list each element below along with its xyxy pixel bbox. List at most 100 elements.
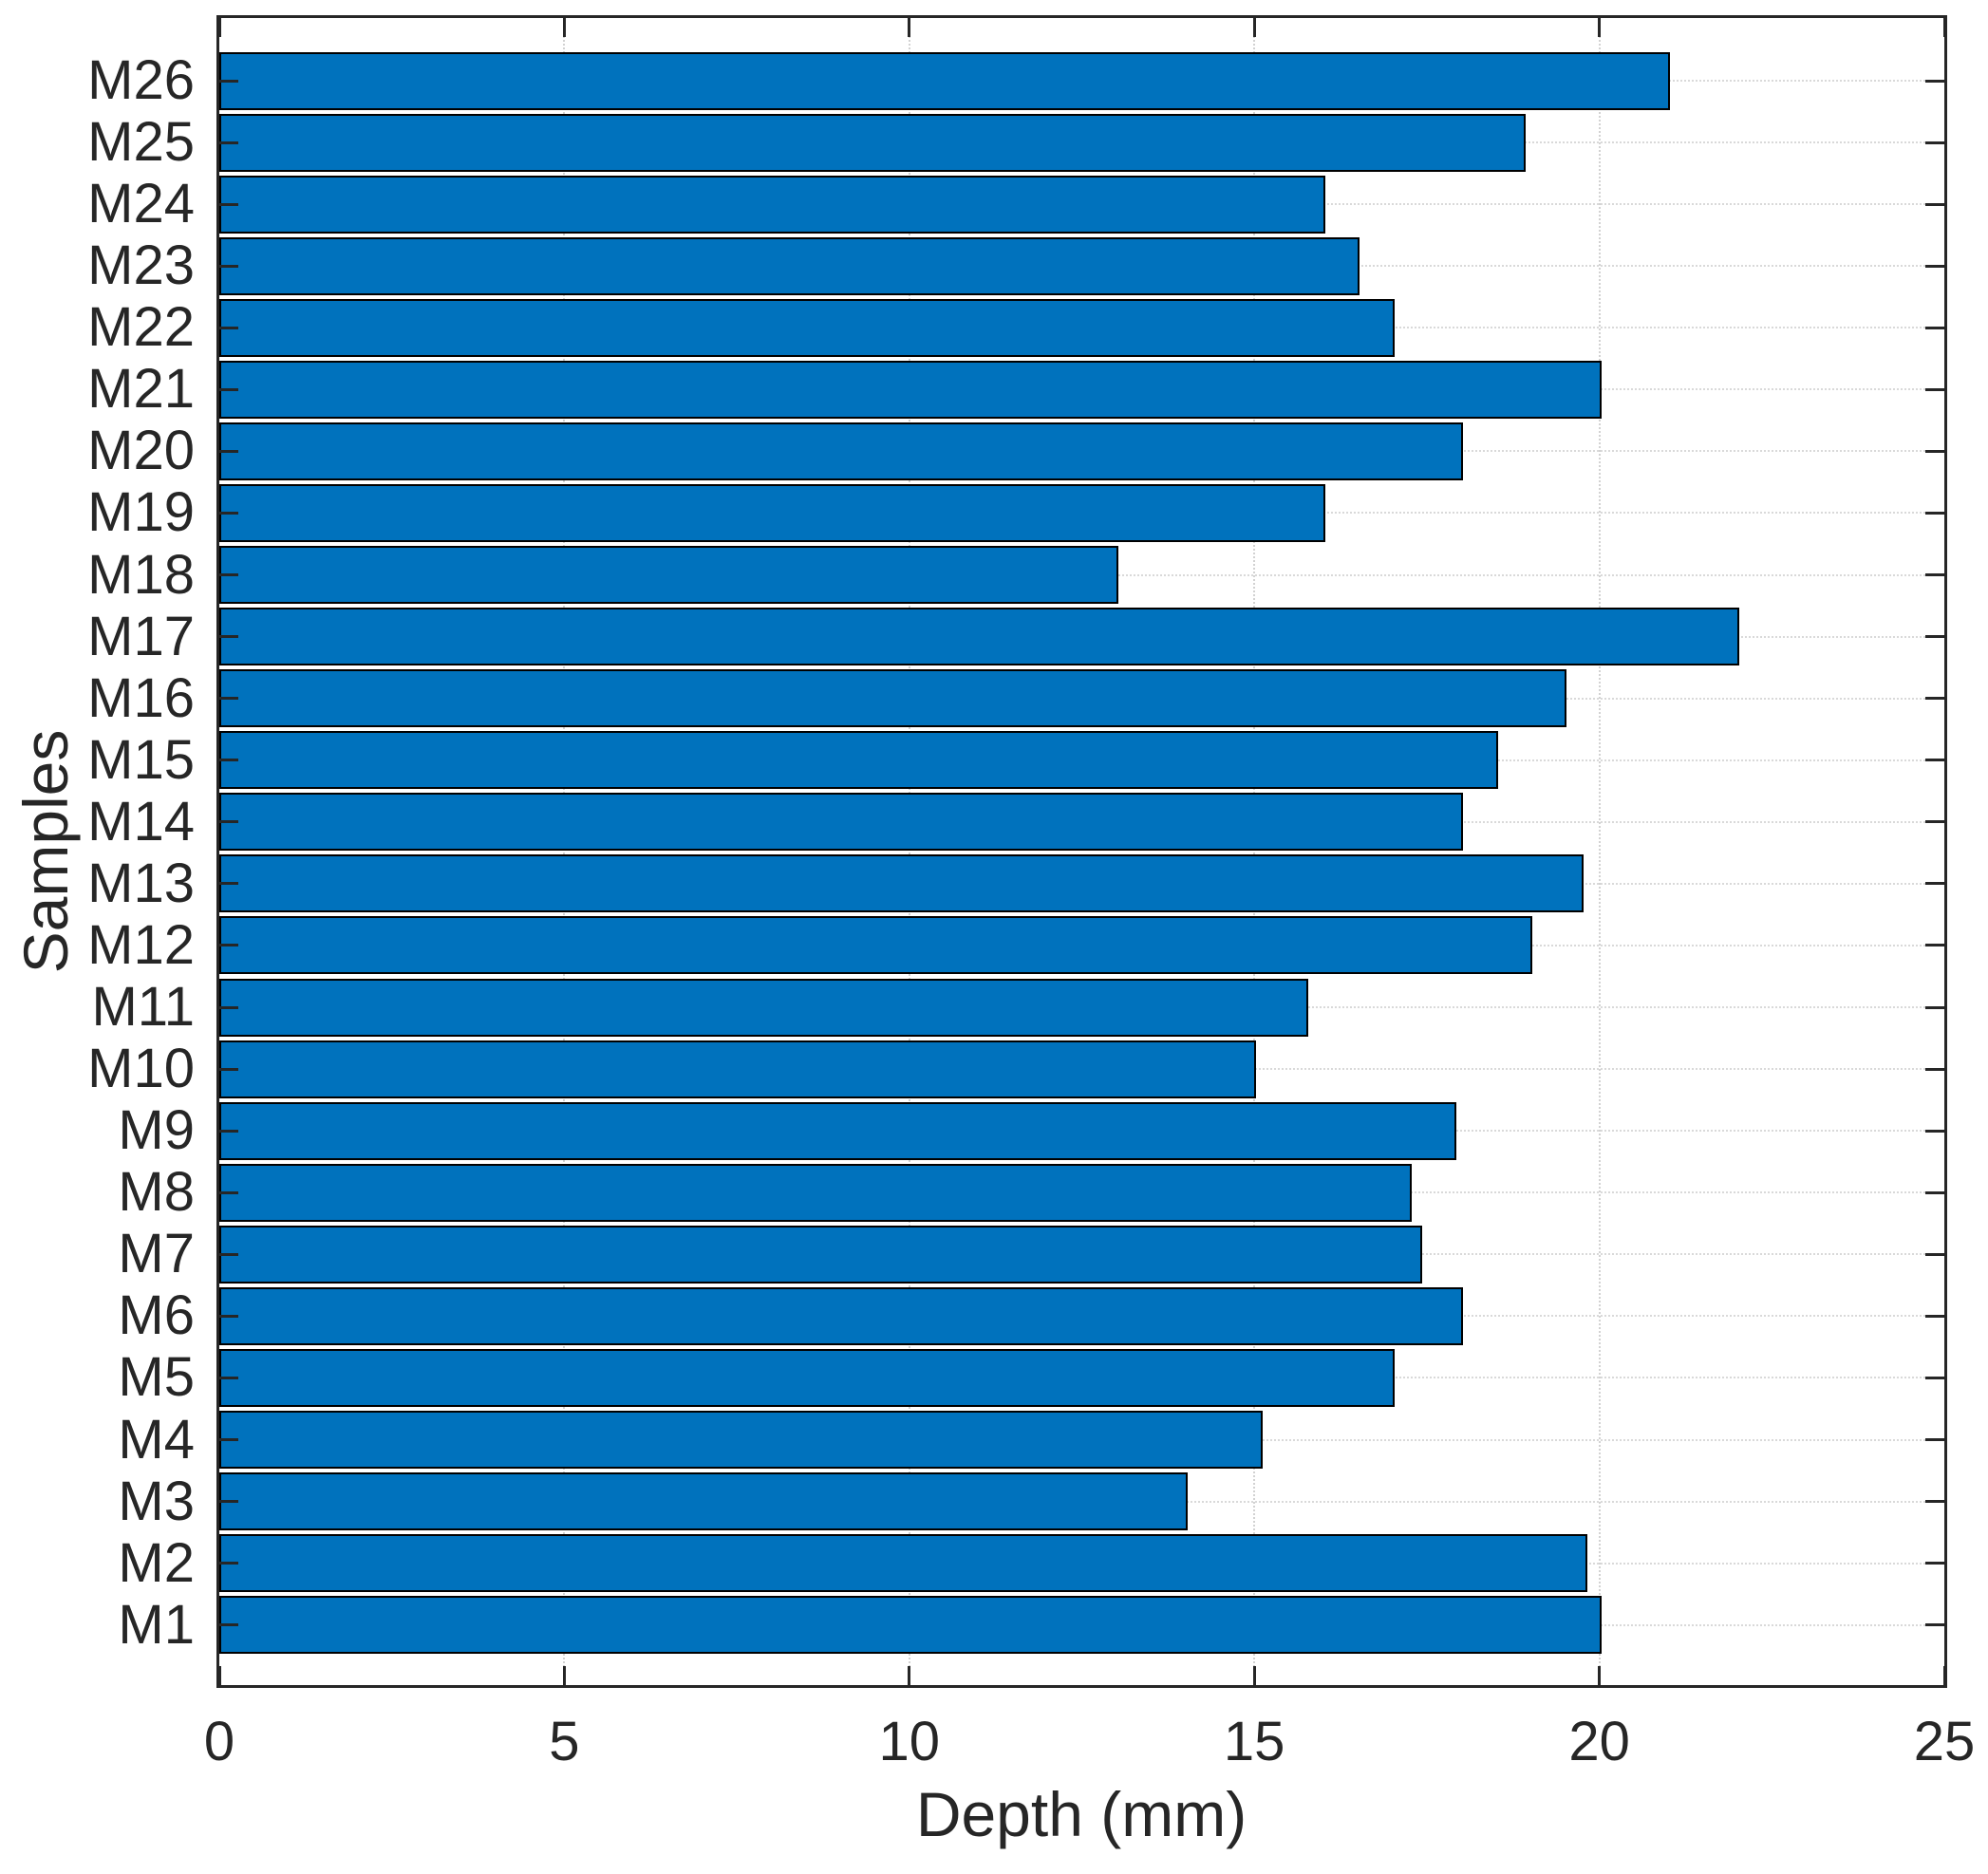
y-tick-label-m25: M25 <box>87 111 195 174</box>
plot-area <box>216 15 1947 1688</box>
bar-m16 <box>219 669 1567 728</box>
bar-m15 <box>219 731 1498 790</box>
x-tick-label-10: 10 <box>878 1711 941 1772</box>
x-tick-bottom-0 <box>217 1666 221 1685</box>
bar-m1 <box>219 1596 1602 1655</box>
y-tick-right-m12 <box>1925 944 1944 947</box>
y-tick-right-m24 <box>1925 202 1944 206</box>
x-tick-label-20: 20 <box>1568 1711 1630 1772</box>
y-tick-right-m11 <box>1925 1005 1944 1009</box>
bar-m3 <box>219 1472 1188 1531</box>
y-tick-right-m15 <box>1925 759 1944 762</box>
y-tick-left-m1 <box>219 1623 238 1627</box>
bar-m21 <box>219 360 1602 419</box>
x-tick-bottom-5 <box>562 1666 566 1685</box>
y-tick-left-m15 <box>219 759 238 762</box>
y-tick-left-m13 <box>219 882 238 886</box>
y-tick-left-m6 <box>219 1314 238 1318</box>
bar-m17 <box>219 608 1739 666</box>
y-tick-label-m4: M4 <box>118 1408 195 1471</box>
x-tick-label-0: 0 <box>203 1711 235 1772</box>
y-tick-label-m19: M19 <box>87 481 195 544</box>
plot-inner <box>217 18 1946 1685</box>
x-tick-bottom-25 <box>1942 1666 1946 1685</box>
y-tick-left-m12 <box>219 944 238 947</box>
y-tick-label-m26: M26 <box>87 49 195 111</box>
y-tick-label-m21: M21 <box>87 358 195 421</box>
bar-m9 <box>219 1101 1456 1160</box>
y-tick-label-m11: M11 <box>91 976 195 1039</box>
x-tick-top-20 <box>1598 18 1602 37</box>
y-tick-label-m8: M8 <box>118 1161 195 1224</box>
bar-m2 <box>219 1534 1588 1593</box>
y-tick-left-m8 <box>219 1190 238 1194</box>
bar-m22 <box>219 298 1395 357</box>
y-tick-left-m17 <box>219 635 238 639</box>
y-tick-left-m22 <box>219 326 238 329</box>
y-tick-right-m1 <box>1925 1623 1944 1627</box>
x-gridline-15 <box>1253 18 1256 1685</box>
bar-m19 <box>219 483 1325 542</box>
y-tick-right-m17 <box>1925 635 1944 639</box>
y-tick-right-m26 <box>1925 79 1944 83</box>
y-tick-right-m18 <box>1925 573 1944 577</box>
y-tick-label-m6: M6 <box>118 1284 195 1347</box>
x-gridline-10 <box>908 18 910 1685</box>
y-tick-label-m17: M17 <box>87 605 195 667</box>
y-tick-right-m25 <box>1925 141 1944 144</box>
x-tick-label-15: 15 <box>1223 1711 1285 1772</box>
y-tick-label-m14: M14 <box>87 790 195 853</box>
y-tick-right-m20 <box>1925 449 1944 453</box>
y-tick-left-m14 <box>219 820 238 824</box>
y-tick-label-m1: M1 <box>118 1593 195 1656</box>
y-tick-right-m8 <box>1925 1190 1944 1194</box>
y-axis-title: Samples <box>10 729 81 974</box>
y-tick-right-m6 <box>1925 1314 1944 1318</box>
x-tick-bottom-15 <box>1252 1666 1256 1685</box>
bar-m11 <box>219 978 1308 1037</box>
x-tick-top-25 <box>1942 18 1946 37</box>
y-tick-label-m5: M5 <box>118 1346 195 1409</box>
x-gridline-20 <box>1598 18 1601 1685</box>
y-tick-right-m9 <box>1925 1129 1944 1133</box>
y-tick-left-m3 <box>219 1500 238 1504</box>
y-tick-left-m2 <box>219 1562 238 1565</box>
bar-m14 <box>219 793 1464 852</box>
y-tick-right-m4 <box>1925 1438 1944 1442</box>
x-tick-label-25: 25 <box>1913 1711 1976 1772</box>
y-tick-label-m24: M24 <box>87 173 195 235</box>
y-tick-left-m21 <box>219 387 238 391</box>
bar-m10 <box>219 1040 1257 1098</box>
x-axis-title: Depth (mm) <box>915 1779 1247 1849</box>
y-tick-left-m19 <box>219 511 238 515</box>
y-tick-label-m16: M16 <box>87 666 195 729</box>
y-tick-right-m3 <box>1925 1500 1944 1504</box>
y-tick-left-m18 <box>219 573 238 577</box>
y-tick-right-m23 <box>1925 264 1944 268</box>
x-gridline-5 <box>563 18 566 1685</box>
x-tick-top-5 <box>562 18 566 37</box>
y-tick-label-m23: M23 <box>87 234 195 297</box>
y-tick-label-m10: M10 <box>87 1038 195 1100</box>
bar-m25 <box>219 113 1526 172</box>
x-tick-bottom-20 <box>1598 1666 1602 1685</box>
x-tick-label-5: 5 <box>549 1711 580 1772</box>
y-tick-left-m10 <box>219 1067 238 1071</box>
y-tick-label-m20: M20 <box>87 420 195 482</box>
y-tick-label-m15: M15 <box>87 728 195 791</box>
y-tick-right-m13 <box>1925 882 1944 886</box>
y-tick-left-m20 <box>219 449 238 453</box>
y-tick-left-m9 <box>219 1129 238 1133</box>
bar-m20 <box>219 422 1464 480</box>
x-tick-top-10 <box>908 18 911 37</box>
y-tick-label-m9: M9 <box>118 1099 195 1162</box>
y-tick-label-m22: M22 <box>87 296 195 359</box>
y-tick-left-m16 <box>219 697 238 701</box>
y-tick-right-m5 <box>1925 1376 1944 1379</box>
y-tick-left-m25 <box>219 141 238 144</box>
y-tick-left-m5 <box>219 1376 238 1379</box>
y-tick-label-m13: M13 <box>87 852 195 914</box>
bar-m26 <box>219 51 1671 110</box>
bar-m8 <box>219 1163 1412 1222</box>
y-tick-left-m4 <box>219 1438 238 1442</box>
